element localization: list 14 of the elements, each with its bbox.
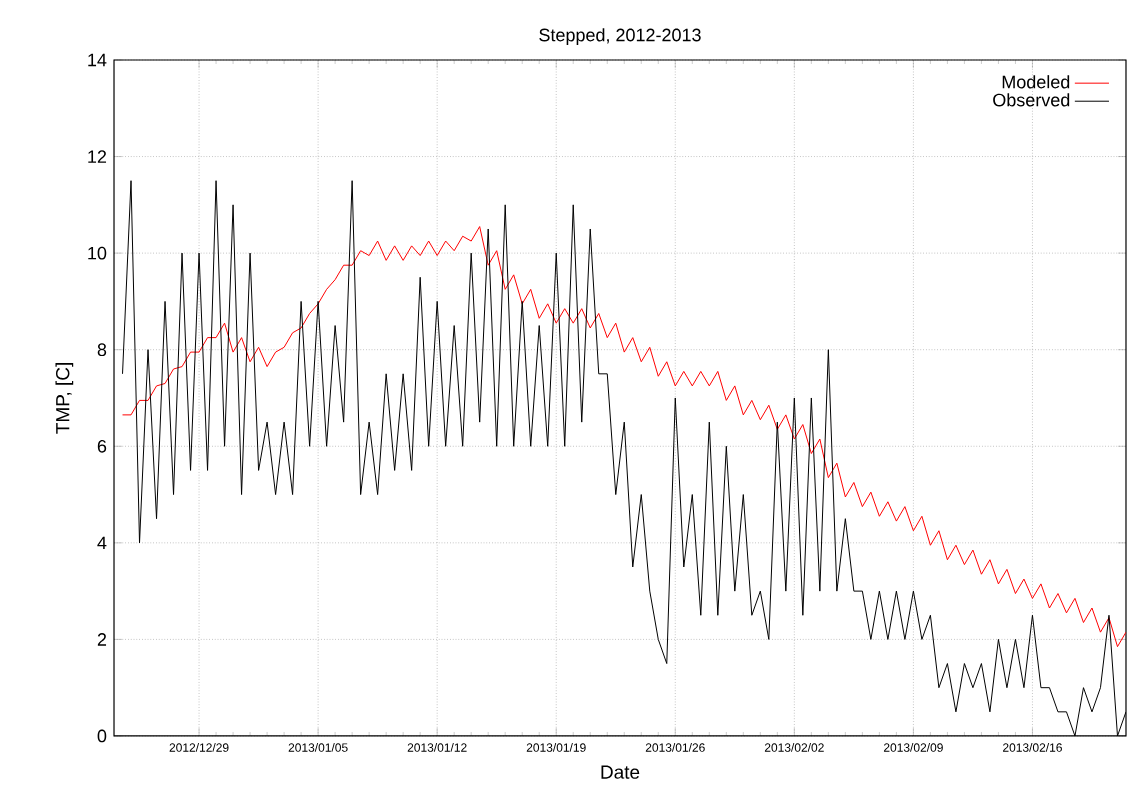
x-axis-title: Date	[601, 765, 640, 779]
y-tick-label: 4	[97, 536, 107, 550]
legend-label: Modeled	[1002, 75, 1070, 89]
y-tick-label: 10	[88, 246, 107, 260]
y-tick-label: 14	[88, 53, 107, 67]
y-tick-label: 12	[88, 150, 107, 163]
y-tick-label: 8	[97, 343, 107, 357]
legend-label: Observed	[993, 93, 1070, 107]
line-series	[122, 226, 1126, 648]
y-tick-label: 2	[97, 633, 107, 646]
y-axis-title: TMP, [C]	[55, 363, 74, 434]
chart-title: Stepped, 2012-2013	[539, 28, 701, 45]
y-tick-label: 6	[97, 439, 107, 453]
y-tick-label: 0	[97, 729, 107, 743]
